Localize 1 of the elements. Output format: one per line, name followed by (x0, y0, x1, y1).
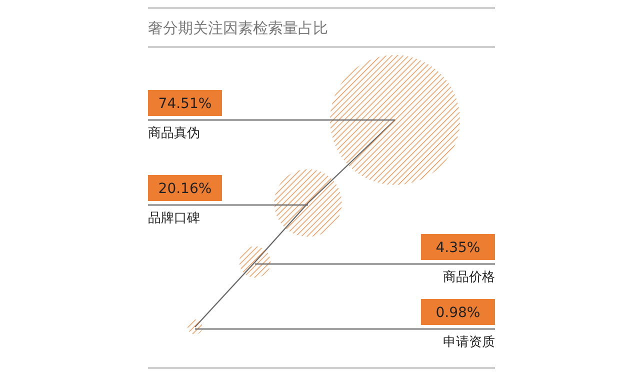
title: 奢分期关注因素检索量占比 (148, 19, 328, 37)
